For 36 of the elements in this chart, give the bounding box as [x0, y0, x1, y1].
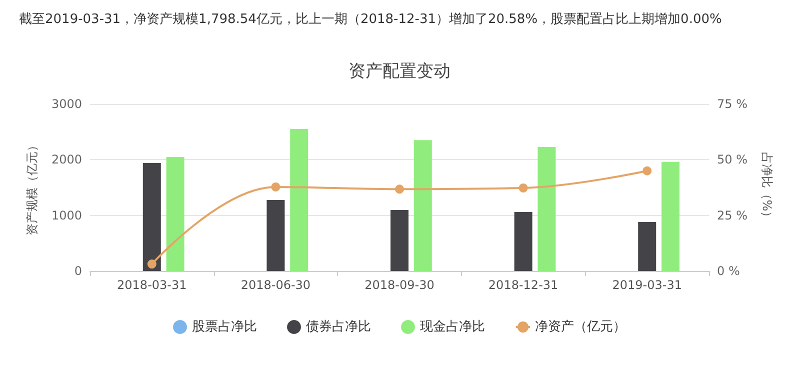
y-tick-label: 2000 [51, 152, 82, 167]
point [642, 166, 652, 176]
legend-label: 股票占净比 [192, 320, 257, 334]
point [518, 183, 528, 192]
bar [414, 140, 432, 271]
y2-tick-label: 25 % [717, 208, 748, 222]
y2-axis-title: 占净比（%） [760, 152, 774, 224]
bar [538, 146, 556, 271]
bar [266, 200, 285, 271]
legend-label: 净资产（亿元） [535, 320, 626, 334]
y2-tick-label: 0 % [717, 264, 740, 278]
y2-tick-label: 50 % [717, 152, 748, 167]
bar [142, 163, 161, 271]
chart-title: 资产配置变动 [348, 62, 450, 82]
x-tick-label: 2018-12-31 [488, 278, 558, 292]
bar [290, 128, 308, 271]
y2-tick-label: 75 % [717, 97, 748, 111]
y-tick-label: 3000 [51, 97, 82, 111]
chart-subtitle: 截至2019-03-31，净资产规模1,798.54亿元，比上一期（2018-12-31）增加了20.58%，股票配置占比上期增加0.00% [19, 12, 722, 27]
bar [166, 156, 184, 271]
point [395, 184, 404, 194]
legend-label: 债券占净比 [306, 320, 371, 334]
x-tick-label: 2018-03-31 [117, 278, 187, 292]
point [147, 260, 156, 269]
y-axis-title: 资产规模（亿元） [25, 140, 39, 236]
x-tick-label: 2019-03-31 [612, 278, 682, 292]
bar [390, 210, 408, 271]
y-tick-label: 0 [74, 264, 82, 278]
bar [638, 222, 656, 271]
point [271, 182, 280, 192]
y-tick-label: 1000 [51, 208, 82, 222]
bar [662, 162, 680, 271]
legend-label: 现金占净比 [420, 320, 485, 334]
bar [514, 212, 532, 271]
x-tick-label: 2018-09-30 [364, 278, 434, 292]
x-tick-label: 2018-06-30 [240, 278, 311, 292]
